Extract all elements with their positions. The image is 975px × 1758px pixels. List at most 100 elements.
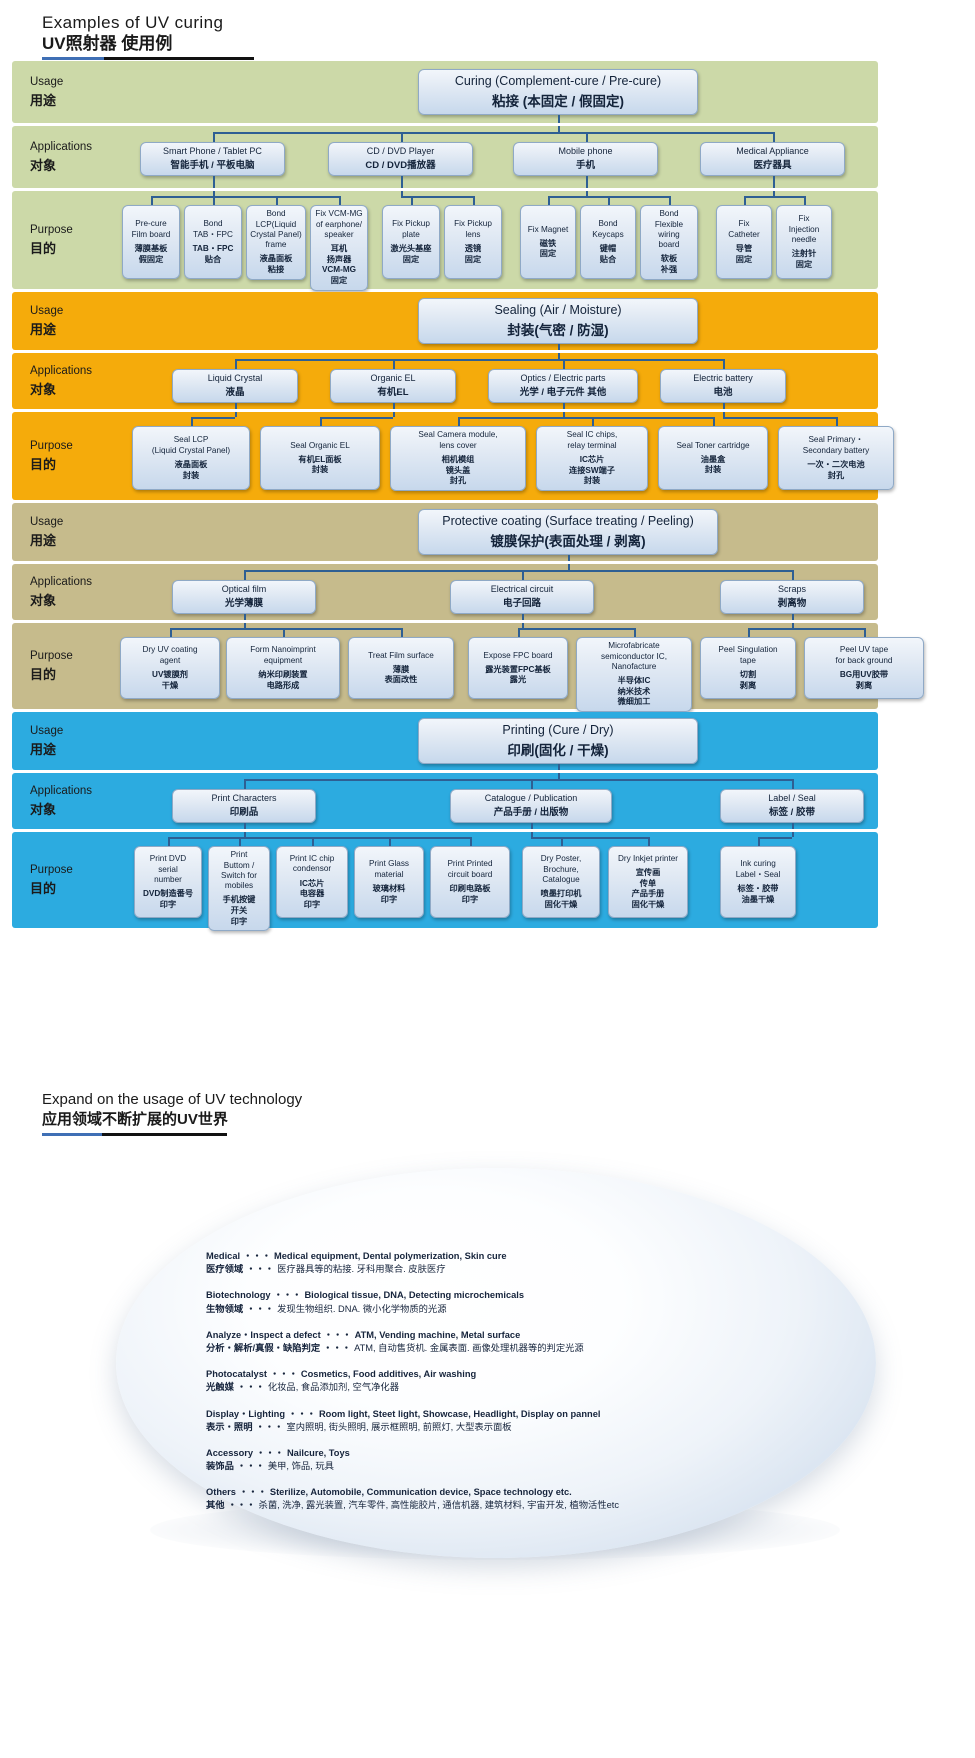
uv-field-en: Photocatalyst ・・・ Cosmetics, Food additive… xyxy=(206,1368,846,1381)
node-label-cn: VCM-MG xyxy=(321,265,357,275)
diagram-node[interactable]: Medical Appliance 医疗器具 xyxy=(700,142,845,177)
diagram-node[interactable]: Seal Primary・ Secondary battery 一次・二次电池 封孔 xyxy=(778,426,894,491)
diagram-node[interactable]: Peel UV tape for back ground BG用UV胶带 剥离 xyxy=(804,637,924,700)
connector-line xyxy=(723,412,725,418)
node-label-cn: 油墨干燥 xyxy=(741,894,775,904)
uv-field-en: Medical ・・・ Medical equipment, Dental poly… xyxy=(206,1250,846,1263)
diagram-node[interactable]: Dry Poster, Brochure, Catalogue 喷墨打印机 固化干燥 xyxy=(522,846,600,919)
node-label-en: CD / DVD Player xyxy=(366,146,435,157)
diagram-node[interactable]: Electrical circuit 电子回路 xyxy=(450,580,594,615)
connector-line xyxy=(585,132,588,143)
connector-line xyxy=(151,196,153,206)
connector-line xyxy=(531,832,533,838)
diagram-node[interactable]: Fix Pickup lens 透镜 固定 xyxy=(444,205,502,280)
node-label-en: Medical Appliance xyxy=(736,146,809,157)
diagram-node[interactable]: Protective coating (Surface treating / P… xyxy=(418,509,718,556)
purpose-label-cn: 目的 xyxy=(30,881,57,897)
applications-row-label: Applications 对象 xyxy=(12,138,120,177)
connector-line xyxy=(568,564,570,571)
diagram-node[interactable]: Printing (Cure / Dry) 印刷(固化 / 干燥) xyxy=(418,718,698,765)
connector-line xyxy=(772,191,775,197)
node-label-cn: 液晶面板 xyxy=(259,254,293,264)
footer-underline-blue xyxy=(42,1132,102,1136)
diagram-node[interactable]: Peel Singulation tape 切割 剥离 xyxy=(700,637,796,700)
diagram-node[interactable]: Expose FPC board 露光装置FPC基板 露光 xyxy=(468,637,568,700)
connector-line xyxy=(522,570,524,581)
diagram-node[interactable]: Optics / Electric parts 光学 / 电子元件 其他 xyxy=(488,369,638,404)
diagram-node[interactable]: Print Printed circuit board 印刷电路板 印字 xyxy=(430,846,510,919)
footer-underline-dark xyxy=(102,1132,227,1136)
diagram-node[interactable]: Scraps 剥离物 xyxy=(720,580,864,615)
diagram-node[interactable]: Bond TAB・FPC TAB・FPC 贴合 xyxy=(184,205,242,280)
purpose-row: Purpose 目的 Dry UV coating agent UV镀膜剂 干燥 Form … xyxy=(12,623,924,713)
connector-line xyxy=(235,403,237,410)
diagram-node[interactable]: Pre-cure Film board 薄膜基板 假固定 xyxy=(122,205,180,280)
diagram-node[interactable]: Bond LCP(Liquid Crystal Panel) frame 液晶面板 粘接 xyxy=(246,205,306,280)
diagram-node[interactable]: Fix Magnet 磁铁 固定 xyxy=(520,205,576,280)
diagram-node[interactable]: Print Buttom / Switch for mobiles 手机按键 开关 印字 xyxy=(208,846,270,932)
diagram-node[interactable]: Treat Film surface 薄膜 表面改性 xyxy=(348,637,454,700)
uv-field-name-en: Analyze・Inspect a defect xyxy=(206,1329,321,1340)
diagram-node[interactable]: Seal IC chips, relay terminal IC芯片 连接SW端子 封装 xyxy=(536,426,648,491)
diagram-node[interactable]: Seal Organic EL 有机EL面板 封装 xyxy=(260,426,380,491)
node-label-cn: 剥离 xyxy=(855,680,873,690)
diagram-node[interactable]: Liquid Crystal 液晶 xyxy=(172,369,298,404)
diagram-node[interactable]: Dry UV coating agent UV镀膜剂 干燥 xyxy=(120,637,220,700)
connector-line xyxy=(312,837,314,847)
connector-line xyxy=(212,191,215,197)
connector-line xyxy=(518,628,520,638)
diagram-node[interactable]: Form Nanoimprint equipment 纳米印刷装置 电路形成 xyxy=(226,637,340,700)
diagram-node[interactable]: Optical film 光学薄膜 xyxy=(172,580,316,615)
node-label-en: Sealing (Air / Moisture) xyxy=(494,302,622,317)
diagram-node[interactable]: Print DVD serial number DVD制造番号 印字 xyxy=(134,846,202,919)
uv-field-name-en: Accessory xyxy=(206,1447,254,1458)
diagram-node[interactable]: Seal Camera module, lens cover 相机模组 镜头盖 封孔 xyxy=(390,426,526,491)
diagram-node[interactable]: Seal Toner cartridge 油墨盒 封装 xyxy=(658,426,768,491)
uv-field-desc-en: Medical equipment, Dental polymerization… xyxy=(274,1251,507,1261)
page-title: Examples of UV curing UV照射器 使用例 xyxy=(0,0,975,55)
diagram-node[interactable]: Ink curing Label・Seal 标签・胶带 油墨干燥 xyxy=(720,846,796,919)
diagram-node[interactable]: Dry Inkjet printer 宣传画 传单 产品手册 固化干燥 xyxy=(608,846,688,919)
connector-line xyxy=(518,628,634,631)
diagram-node[interactable]: Fix Injection needle 注射针 固定 xyxy=(776,205,832,280)
diagram-node[interactable]: Label / Seal 标签 / 胶带 xyxy=(720,789,864,824)
applications-row-label: Applications 对象 xyxy=(12,362,120,401)
node-label-cn: 固定 xyxy=(539,249,557,259)
diagram-node[interactable]: CD / DVD Player CD / DVD播放器 xyxy=(328,142,473,177)
diagram-node[interactable]: Fix Catheter 导管 固定 xyxy=(716,205,772,280)
node-label-en: Dry UV coating xyxy=(142,645,198,655)
diagram-node[interactable]: Fix VCM-MG of earphone/speaker 耳机 扬声器 VCM-MG… xyxy=(310,205,368,291)
node-label-en: Injection xyxy=(788,224,820,234)
node-label-cn: 玻璃材料 xyxy=(372,883,406,893)
uv-field-name-en: Photocatalyst xyxy=(206,1369,267,1380)
connector-line xyxy=(400,191,403,197)
uv-field-item: Accessory ・・・ Nailcure, Toys 装饰品 ・・・ 美甲, 饰品, … xyxy=(206,1447,846,1473)
diagram-node[interactable]: Fix Pickup plate 激光头基座 固定 xyxy=(382,205,440,280)
page-title-en: Examples of UV curing xyxy=(42,13,224,32)
diagram-node[interactable]: Organic EL 有机EL xyxy=(330,369,456,404)
diagram-node[interactable]: Curing (Complement-cure / Pre-cure) 粘接 (本… xyxy=(418,69,698,116)
diagram-node[interactable]: Microfabricate semiconductor IC, Nanofactu… xyxy=(576,637,692,713)
diagram-node[interactable]: Print Characters 印刷品 xyxy=(172,789,316,824)
diagram-node[interactable]: Catalogue / Publication 产品手册 / 出版物 xyxy=(450,789,612,824)
diagram-node[interactable]: Mobile phone 手机 xyxy=(513,142,658,177)
diagram-node[interactable]: Print Glass material 玻璃材料 印字 xyxy=(354,846,424,919)
diagram-node[interactable]: Seal LCP (Liquid Crystal Panel) 液晶面板 封装 xyxy=(132,426,250,491)
diagram-node[interactable]: Bond Keycaps 键帽 贴合 xyxy=(580,205,636,280)
connector-line xyxy=(836,417,838,427)
node-label-cn: 一次・二次电池 xyxy=(807,459,865,469)
connector-line xyxy=(393,359,395,370)
uv-field-desc-cn: 室内照明, 街头照明, 展示框照明, 前照灯, 大型表示面板 xyxy=(286,1421,512,1432)
node-label-en: plate xyxy=(402,229,420,239)
diagram-node[interactable]: Electric battery 电池 xyxy=(660,369,786,404)
diagram-node[interactable]: Sealing (Air / Moisture) 封装(气密 / 防湿) xyxy=(418,298,698,345)
usage-row-label: Usage 用途 xyxy=(12,302,120,341)
uv-field-desc-cn: ATM, 自动售货机. 金属表面. 画像处理机器等的判定光源 xyxy=(354,1342,584,1353)
connector-line xyxy=(244,832,246,838)
diagram-node[interactable]: Smart Phone / Tablet PC 智能手机 / 平板电脑 xyxy=(140,142,285,177)
diagram-node[interactable]: Bond Flexible wiring board 软板 补强 xyxy=(640,205,698,280)
applications-row: Applications 对象 Print Characters 印刷品 Catalog… xyxy=(12,773,878,830)
node-label-en: Fix Pickup xyxy=(392,219,430,229)
diagram-node[interactable]: Print IC chip condensor IC芯片 电容器 印字 xyxy=(276,846,348,919)
usage-row-body: Curing (Complement-cure / Pre-cure) 粘接 (本… xyxy=(120,61,878,124)
